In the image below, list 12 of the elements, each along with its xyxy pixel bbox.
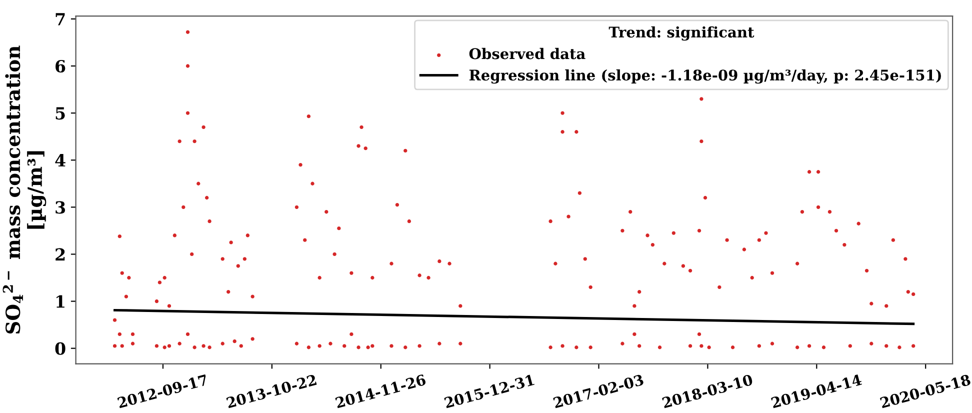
y-tick-label: 6 xyxy=(56,60,66,73)
y-tick-label: 7 xyxy=(56,13,65,26)
y-tick-label: 3 xyxy=(56,201,66,214)
legend-label: Observed data xyxy=(469,48,586,60)
y-axis-title: SO$_{4}$$^{2−}$ mass concentration [µg/m³] xyxy=(2,46,46,334)
y-tick-label: 4 xyxy=(55,154,66,166)
y-tick-label: 5 xyxy=(56,107,65,120)
legend-label: Regression line (slope: -1.18e-09 µg/m³/day, p: 2.45e-151) xyxy=(469,69,941,84)
y-tick-label: 0 xyxy=(55,342,66,355)
legend-title: Trend: significant xyxy=(608,26,754,41)
y-tick-label: 2 xyxy=(56,248,65,261)
y-tick-label: 1 xyxy=(56,295,64,308)
